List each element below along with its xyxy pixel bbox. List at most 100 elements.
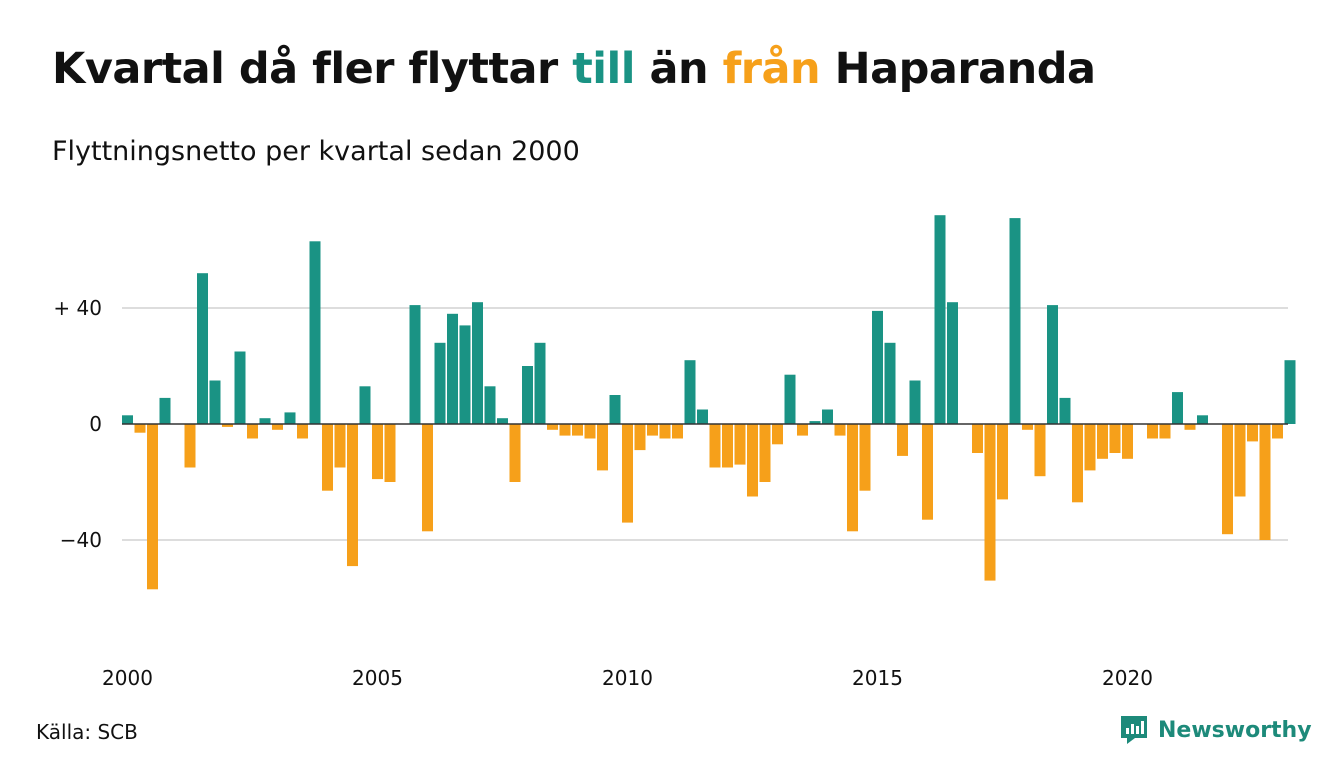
bar-q32 [522,366,533,424]
bar-q92 [1272,424,1283,439]
bar-q61 [884,342,896,424]
bar-q11 [259,418,271,424]
title-part-2: än [634,44,723,94]
bar-q78 [1097,424,1108,459]
bar-q69 [984,424,996,581]
bar-q88 [1222,424,1233,535]
bar-q57 [834,424,846,436]
bar-q21 [384,424,396,482]
bar-q73 [1034,424,1046,477]
bar-q35 [559,424,571,436]
x-tick-label: 2005 [352,666,403,690]
bar-q82 [1147,424,1158,439]
bar-q7 [209,380,221,424]
bar-q48 [722,424,733,468]
bar-q50 [747,424,758,497]
chart-subtitle: Flyttningsnetto per kvartal sedan 2000 [52,136,580,167]
bar-q5 [184,424,196,468]
bar-q10 [247,424,258,439]
bar-q26 [447,313,458,424]
bar-q30 [497,418,508,424]
bar-q39 [609,395,621,424]
x-tick-label: 2000 [102,666,153,690]
title-word-till: till [572,44,635,94]
bar-q44 [672,424,683,439]
bars [122,215,1296,590]
bar-q3 [159,397,171,424]
bar-q12 [272,424,283,430]
bar-q16 [322,424,333,491]
bar-q49 [734,424,746,465]
bar-q71 [1009,218,1021,424]
bar-q23 [409,305,421,424]
newsworthy-brand[interactable]: Newsworthy [1118,714,1312,746]
bar-q45 [684,360,696,424]
bar-q13 [284,412,296,424]
bar-q18 [347,424,358,567]
newsworthy-logo-icon [1121,716,1147,744]
bar-q1 [134,424,146,433]
bar-q55 [809,421,821,424]
bar-q91 [1259,424,1271,540]
bar-q24 [422,424,433,532]
bar-q83 [1159,424,1171,439]
bar-q58 [847,424,858,532]
bar-q20 [372,424,383,480]
title-part-1: Kvartal då fler flyttar [52,44,573,94]
bar-q28 [472,302,483,424]
source-note: Källa: SCB [36,720,138,744]
bar-q84 [1172,392,1183,424]
bar-q27 [459,325,471,424]
y-tick-label: + 40 [53,296,102,320]
bar-q19 [359,386,371,424]
y-tick-label: −40 [60,528,102,552]
brand-name: Newsworthy [1158,717,1312,743]
bar-q40 [622,424,633,523]
bar-q0 [122,415,133,424]
bar-q80 [1122,424,1133,459]
bar-q8 [222,424,233,427]
bar-q46 [697,409,708,424]
bar-q36 [572,424,583,436]
bar-q51 [759,424,771,482]
bar-q60 [872,310,883,424]
bar-chart: + 40 0 −40 2000 2005 2010 2015 2020 [53,215,1296,690]
bar-q25 [434,342,446,424]
bar-q93 [1284,360,1296,424]
bar-q66 [947,302,958,424]
bar-q76 [1072,424,1083,503]
bar-q68 [972,424,983,453]
x-tick-label: 2010 [602,666,653,690]
x-axis-tick-labels: 2000 2005 2010 2015 2020 [102,666,1153,690]
bar-q9 [234,351,246,424]
chart-title: Kvartal då fler flyttar till än från Hap… [52,44,1096,94]
bar-q86 [1197,415,1208,424]
bar-q54 [797,424,808,436]
bar-q56 [822,409,833,424]
bar-q74 [1047,305,1058,424]
bar-q41 [634,424,646,451]
bar-q75 [1059,397,1071,424]
bar-q72 [1022,424,1033,430]
bar-q34 [547,424,558,430]
title-word-fran: från [722,44,821,94]
bar-q37 [584,424,596,439]
bar-q64 [922,424,933,520]
bar-q63 [909,380,921,424]
bar-q33 [534,342,546,424]
bar-q14 [297,424,308,439]
bar-q85 [1184,424,1196,430]
bar-q52 [772,424,783,445]
bar-q6 [197,273,208,424]
bar-q65 [934,215,946,424]
bar-q29 [484,386,496,424]
bar-q38 [597,424,608,471]
bar-q53 [784,374,796,424]
bar-q62 [897,424,908,456]
bar-q47 [709,424,721,468]
x-tick-label: 2020 [1102,666,1153,690]
title-part-3: Haparanda [820,44,1096,94]
bar-q15 [309,241,321,424]
bar-q79 [1109,424,1121,453]
bar-q77 [1084,424,1096,471]
